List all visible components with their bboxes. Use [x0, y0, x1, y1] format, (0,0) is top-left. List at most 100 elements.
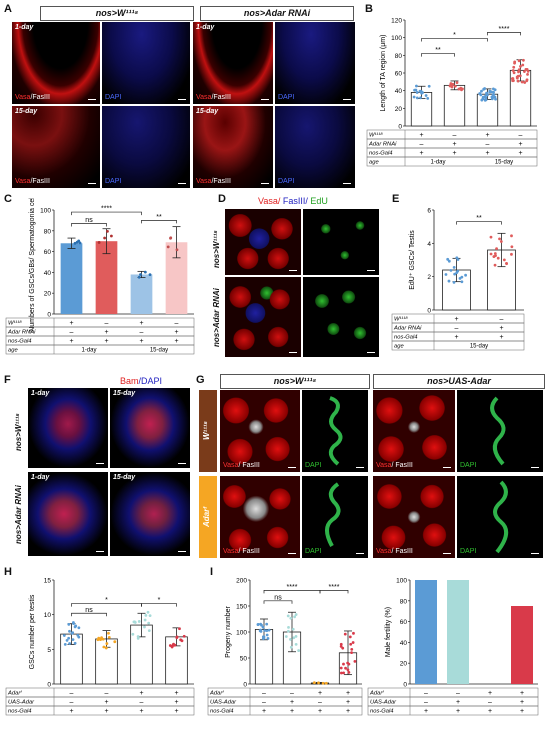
sig-label: * — [158, 597, 161, 604]
data-point — [510, 234, 513, 238]
table-cell: + — [518, 150, 522, 157]
y-tick-label: 0 — [427, 308, 431, 315]
y-axis-label: Length of TA region (μm) — [380, 35, 387, 112]
data-point — [67, 636, 71, 640]
timepoint-label: 15-day — [196, 108, 219, 115]
a-image-wt-15day-dapi: DAPI — [102, 106, 190, 188]
table-row — [5, 705, 195, 716]
table-row-label: nos-Gal4 — [369, 151, 393, 157]
table-row — [5, 696, 195, 707]
data-point — [289, 645, 293, 649]
d-title-fasiii: FasIII/ — [280, 196, 308, 206]
scale-bar — [531, 553, 539, 554]
data-point — [262, 636, 266, 640]
data-point — [480, 89, 483, 93]
data-point — [510, 252, 513, 256]
d-title-edu: EdU — [307, 196, 328, 206]
data-point — [175, 248, 179, 252]
panel-label-g: G — [196, 374, 205, 386]
data-point — [259, 629, 263, 633]
data-point — [104, 646, 108, 650]
table-cell: – — [456, 690, 460, 697]
table-row-label: nos-Gal4 — [370, 709, 394, 715]
data-point — [426, 96, 430, 100]
scale-bar — [356, 553, 364, 554]
data-point — [478, 92, 482, 95]
data-point — [324, 681, 328, 685]
y-tick-label: 100 — [391, 35, 402, 42]
table-row-label: W¹¹¹⁸ — [394, 316, 408, 323]
g-image-wt-adar-dapi: DAPI — [302, 476, 368, 558]
data-point — [77, 626, 81, 630]
data-point — [415, 96, 419, 100]
d-title: Vasa/ FasIII/ EdU — [258, 196, 328, 206]
data-point — [344, 666, 347, 670]
y-tick-label: 60 — [44, 249, 52, 256]
table-cell: + — [174, 708, 178, 715]
bar — [165, 242, 188, 314]
table-cell: + — [174, 329, 178, 336]
g-row-tag-wt: W¹¹¹⁸ — [199, 390, 217, 472]
data-point — [266, 637, 270, 640]
data-point — [321, 681, 325, 685]
table-cell: + — [520, 708, 524, 715]
sig-label: ** — [156, 214, 162, 221]
g-row-tag-adar: Adarᶠ — [199, 476, 217, 558]
channel-dapi: DAPI — [305, 462, 322, 469]
data-point — [352, 631, 355, 635]
d-title-vasa: Vasa/ — [258, 196, 281, 206]
data-point — [143, 270, 147, 274]
data-point — [525, 78, 529, 82]
sig-label: ns — [85, 217, 93, 224]
y-tick-label: 10 — [44, 612, 52, 619]
g-col1-header: nos>W¹¹¹⁸ — [220, 374, 370, 389]
table-cell: + — [139, 338, 143, 345]
chart-b: 0 20 40 60 80 100 120 Length of TA region (μm) *… — [366, 18, 538, 167]
chart-h: 0 5 10 15 GSCs number per testis * ns * Adarᶠ – – +… — [5, 578, 195, 716]
y-tick-label: 80 — [44, 228, 52, 235]
data-point — [342, 671, 345, 675]
data-point — [415, 84, 418, 88]
data-point — [286, 614, 290, 618]
table-row-label: age — [394, 344, 404, 350]
data-point — [412, 95, 416, 99]
table-row-label: UAS-Adar — [210, 700, 237, 706]
data-point — [136, 636, 140, 640]
data-point — [459, 86, 463, 90]
data-point — [100, 636, 103, 640]
data-point — [350, 651, 353, 654]
data-point — [513, 61, 516, 65]
data-point — [62, 634, 66, 637]
data-point — [512, 71, 516, 75]
a-image-rnai-15day-dapi: DAPI — [275, 106, 355, 188]
data-point — [139, 273, 142, 276]
sig-bracket — [421, 38, 488, 42]
y-tick-label: 20 — [44, 291, 52, 298]
table-cell: + — [456, 699, 460, 706]
data-point — [131, 632, 135, 636]
channel-dapi: DAPI — [460, 462, 477, 469]
table-row — [366, 156, 538, 167]
table-cell: + — [139, 690, 143, 697]
scale-bar — [288, 553, 296, 554]
sig-label: ns — [85, 607, 93, 614]
sig-bracket — [421, 53, 455, 57]
data-point — [449, 269, 453, 272]
data-point — [265, 633, 269, 637]
sig-label: **** — [499, 26, 510, 33]
data-point — [456, 258, 460, 261]
f-title-dapi: /DAPI — [138, 376, 163, 386]
data-point — [71, 638, 75, 642]
a-col2-header: nos>Adar RNAi — [200, 6, 354, 21]
channel-dapi: DAPI — [278, 178, 295, 185]
table-cell: 1-day — [81, 348, 96, 354]
channel-dapi: DAPI — [105, 94, 122, 101]
timepoint-label: 15-day — [15, 108, 38, 115]
sig-label: * — [453, 32, 456, 39]
data-point — [144, 614, 148, 617]
table-cell: + — [69, 708, 73, 715]
data-point — [256, 623, 260, 626]
data-point — [294, 634, 298, 638]
g-image-wt-wt-merge: Vasa/ FasIII — [220, 390, 300, 472]
table-row-label: Adar RNAi — [7, 330, 36, 336]
